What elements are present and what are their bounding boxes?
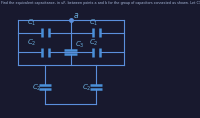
Text: $C_2$: $C_2$ bbox=[82, 83, 92, 93]
Text: $C_2$: $C_2$ bbox=[32, 83, 41, 93]
Text: $C_3$: $C_3$ bbox=[75, 40, 84, 50]
Text: $C_1$: $C_1$ bbox=[89, 18, 99, 28]
Text: $C_2$: $C_2$ bbox=[89, 38, 99, 48]
Text: $C_2$: $C_2$ bbox=[27, 38, 36, 48]
Text: a: a bbox=[74, 11, 78, 20]
Text: Find the equivalent capacitance, in uF, between points a and b for the group of : Find the equivalent capacitance, in uF, … bbox=[1, 1, 200, 5]
Text: $C_1$: $C_1$ bbox=[27, 18, 36, 28]
